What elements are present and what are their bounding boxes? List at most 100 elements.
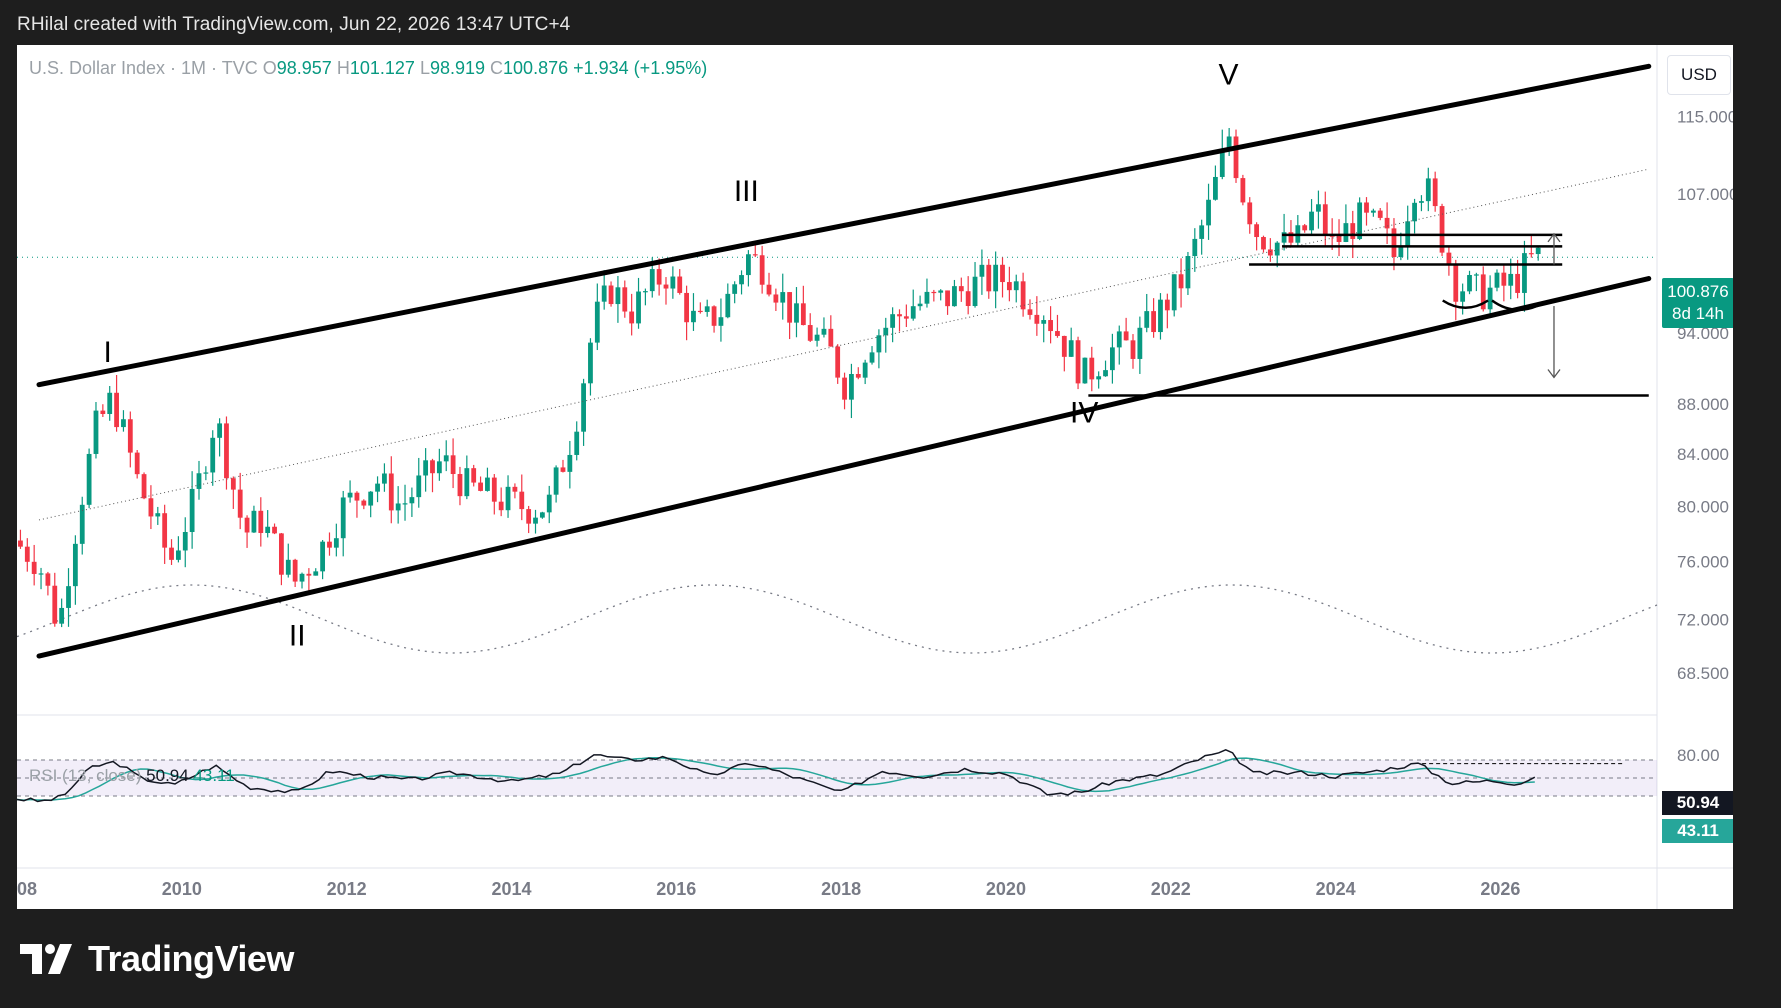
candle-body	[684, 292, 689, 323]
candle-body	[265, 526, 271, 534]
candle-body	[952, 286, 957, 307]
candle-body	[718, 317, 724, 326]
time-tick-label: 2008	[17, 879, 37, 899]
candle-body	[258, 510, 264, 534]
brand-name: TradingView	[88, 938, 294, 979]
chart-frame[interactable]: 115.000 107.000 94.000 88.000 84.000 80.000 76…	[17, 45, 1733, 909]
time-tick-label: 2012	[327, 879, 367, 899]
candle-body	[306, 573, 312, 576]
candle-body	[1082, 357, 1088, 384]
candle-body	[1109, 347, 1115, 371]
candle-body	[787, 292, 793, 323]
candle-body	[196, 473, 202, 489]
candle-body	[107, 392, 113, 415]
candle-body	[670, 276, 676, 289]
candle-body	[100, 410, 106, 415]
last-price: 100.876	[1667, 282, 1729, 301]
rounding-arc-left	[1442, 299, 1489, 309]
candle-body	[794, 303, 799, 323]
candle-body	[354, 492, 360, 501]
candle-body	[649, 269, 655, 292]
candle-body	[430, 460, 435, 474]
candle-body	[1041, 320, 1047, 324]
candle-body	[347, 492, 353, 498]
candle-body	[663, 284, 669, 289]
candle-body	[1398, 246, 1404, 258]
candle-body	[1501, 272, 1507, 286]
candle-body	[972, 276, 978, 307]
candle-body	[1034, 314, 1040, 324]
candle-body	[828, 328, 834, 347]
candle-body	[1384, 217, 1390, 229]
channel-lower-line	[36, 276, 1652, 659]
high-value: 101.127	[349, 58, 415, 78]
time-tick-label: 2024	[1316, 879, 1356, 899]
candle-body	[608, 285, 614, 305]
candle-body	[388, 473, 394, 511]
candle-body	[409, 497, 415, 504]
candle-body	[485, 477, 490, 491]
candle-body	[320, 541, 326, 572]
candle-body	[491, 477, 497, 502]
candle-body	[1460, 291, 1466, 302]
candle-body	[1288, 232, 1294, 243]
candle-body	[862, 362, 868, 378]
candle-body	[849, 374, 854, 400]
candle-body	[251, 510, 257, 533]
candle-body	[539, 512, 545, 518]
candle-body	[704, 306, 710, 312]
candle-body	[203, 472, 209, 474]
channel-mid-line	[38, 168, 1649, 521]
candle-body	[1302, 225, 1308, 231]
candle-body	[938, 290, 944, 293]
candle-body	[79, 504, 85, 544]
candle-body	[450, 455, 456, 475]
candle-body	[807, 325, 813, 341]
wave-label: IV	[1070, 396, 1098, 429]
candle-body	[691, 310, 696, 323]
candle-body	[725, 293, 731, 318]
candle-body	[601, 285, 607, 302]
candle-body	[340, 497, 346, 539]
close-label: C	[490, 58, 504, 78]
currency-button[interactable]: USD	[1667, 55, 1731, 95]
candle-body	[1096, 376, 1102, 380]
rsi-label: RSI (13, close)	[29, 766, 142, 785]
candle-body	[883, 327, 889, 336]
rsi-value-badge: 50.94	[1662, 791, 1733, 815]
candle-body	[1343, 223, 1349, 242]
wave-label: III	[734, 175, 759, 208]
candle-body	[814, 334, 820, 341]
candle-body	[1068, 340, 1074, 357]
tradingview-logo-icon	[20, 944, 72, 974]
candle-body	[711, 306, 717, 326]
candle-body	[1370, 210, 1376, 213]
candle-body	[1528, 253, 1534, 255]
wave-label: V	[1218, 58, 1238, 91]
candle-body	[560, 467, 566, 472]
candle-body	[423, 460, 429, 476]
candle-body	[553, 467, 559, 495]
rsi-ma-badge: 43.11	[1662, 819, 1733, 843]
candle-body	[1357, 202, 1363, 239]
candle-body	[869, 352, 875, 363]
candle-body	[629, 311, 635, 324]
tradingview-logo[interactable]: TradingView	[20, 938, 294, 980]
candle-body	[1522, 253, 1527, 293]
arrow-down-head	[1547, 369, 1561, 379]
candle-body	[31, 561, 37, 574]
price-chart[interactable]: 115.000 107.000 94.000 88.000 84.000 80.000 76…	[17, 45, 1733, 909]
candle-body	[1377, 210, 1383, 218]
price-tick-label: 88.000	[1677, 395, 1729, 414]
candle-body	[457, 474, 463, 497]
candle-body	[237, 489, 243, 518]
candle-body	[1137, 327, 1143, 359]
candle-body	[1412, 202, 1417, 222]
candle-body	[910, 306, 916, 319]
rounding-arc-right	[1491, 299, 1543, 311]
candle-body	[368, 491, 374, 506]
candle-body	[1425, 178, 1431, 202]
candle-body	[766, 284, 772, 295]
time-tick-label: 2016	[656, 879, 696, 899]
candle-body	[59, 607, 65, 624]
